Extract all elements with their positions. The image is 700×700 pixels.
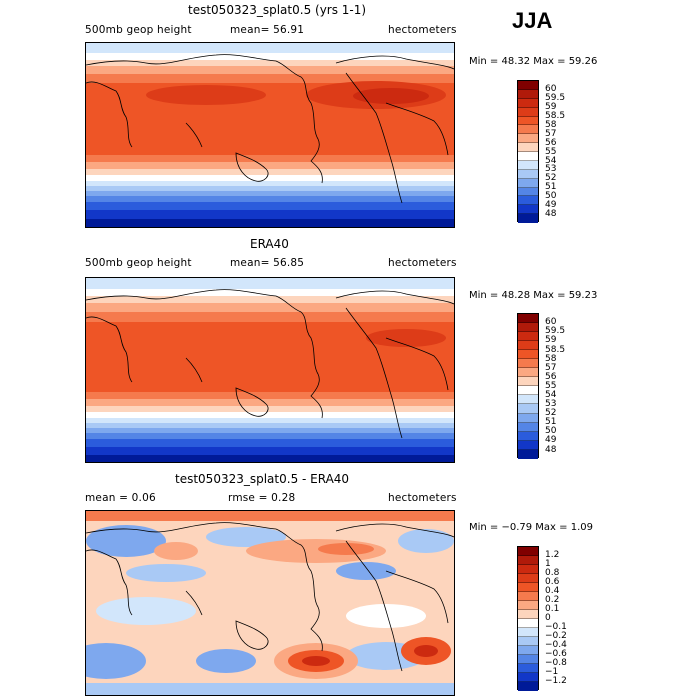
panel1-cbar-label: 55 [545,147,557,157]
panel2-cbar-label: 54 [545,390,557,400]
panel2-cbar-label: 57 [545,363,557,373]
panel2-units: hectometers [388,257,457,269]
panel2-cbar-label: 55 [545,381,557,391]
panel1-map [85,42,455,228]
panel3-map [85,510,455,696]
panel1-cbar-label: 56 [545,138,557,148]
panel1-cbar-label: 58 [545,120,557,130]
panel1-cbar-label: 52 [545,173,557,183]
panel2-minmax: Min = 48.28 Max = 59.23 [469,290,598,301]
panel2-title: ERA40 [250,237,289,251]
panel3-cbar-label: 0.2 [545,595,560,605]
panel2-cbar-label: 49 [545,435,557,445]
panel2-cbar-label: 58 [545,354,557,364]
panel3-title: test050323_splat0.5 - ERA40 [175,472,350,486]
panel3-minmax: Min = −0.79 Max = 1.09 [469,522,593,533]
panel1-cbar-label: 60 [545,84,557,94]
panel3-cbar-label: −0.6 [545,649,567,659]
panel3-cbar-label: 1.2 [545,550,560,560]
panel1-cbar-label: 50 [545,191,557,201]
panel2-cbar-label: 53 [545,399,557,409]
panel3-cbar-label: −0.8 [545,658,567,668]
panel3-cbar-label: 0.1 [545,604,560,614]
panel2-cbar-label: 48 [545,445,557,455]
panel1-mean: mean= 56.91 [230,24,305,36]
panel1-title: test050323_splat0.5 (yrs 1-1) [188,3,367,17]
panel3-cbar-label: −0.1 [545,622,567,632]
panel1-cbar-label: 59 [545,102,557,112]
panel2-colorbar [517,313,539,459]
panel1-field-label: 500mb geop height [85,24,192,36]
panel1-units: hectometers [388,24,457,36]
panel3-cbar-label: −1 [545,667,559,677]
panel3-cbar-label: −1.2 [545,676,567,686]
panel3-units: hectometers [388,492,457,504]
panel3-cbar-label: −0.2 [545,631,567,641]
panel2-map [85,277,455,463]
panel3-colorbar [517,546,539,691]
panel2-cbar-label: 52 [545,408,557,418]
panel2-cbar-label: 59 [545,335,557,345]
panel1-minmax: Min = 48.32 Max = 59.26 [469,56,598,67]
panel1-cbar-label: 53 [545,164,557,174]
panel3-cbar-label: 0.8 [545,568,560,578]
panel1-cbar-label: 57 [545,129,557,139]
panel2-cbar-label: 50 [545,426,557,436]
panel3-cbar-label: 0 [545,613,551,623]
panel1-cbar-label: 54 [545,156,557,166]
panel3-rmse: rmse = 0.28 [228,492,296,504]
panel1-cbar-label: 49 [545,200,557,210]
panel1-cbar-label: 51 [545,182,557,192]
panel2-field-label: 500mb geop height [85,257,192,269]
panel3-cbar-label: 0.6 [545,577,560,587]
season-label: JJA [512,8,553,33]
panel1-colorbar [517,80,539,223]
panel1-cbar-label: 59.5 [545,93,566,103]
panel1-cbar-label: 58.5 [545,111,566,121]
panel2-cbar-label: 60 [545,317,557,327]
panel3-cbar-label: 1 [545,559,551,569]
panel3-mean: mean = 0.06 [85,492,156,504]
panel1-cbar-label: 48 [545,209,557,219]
panel2-cbar-label: 58.5 [545,345,566,355]
panel2-cbar-label: 56 [545,372,557,382]
panel3-cbar-label: −0.4 [545,640,567,650]
panel2-cbar-label: 51 [545,417,557,427]
panel2-cbar-label: 59.5 [545,326,566,336]
panel3-cbar-label: 0.4 [545,586,560,596]
panel2-mean: mean= 56.85 [230,257,305,269]
